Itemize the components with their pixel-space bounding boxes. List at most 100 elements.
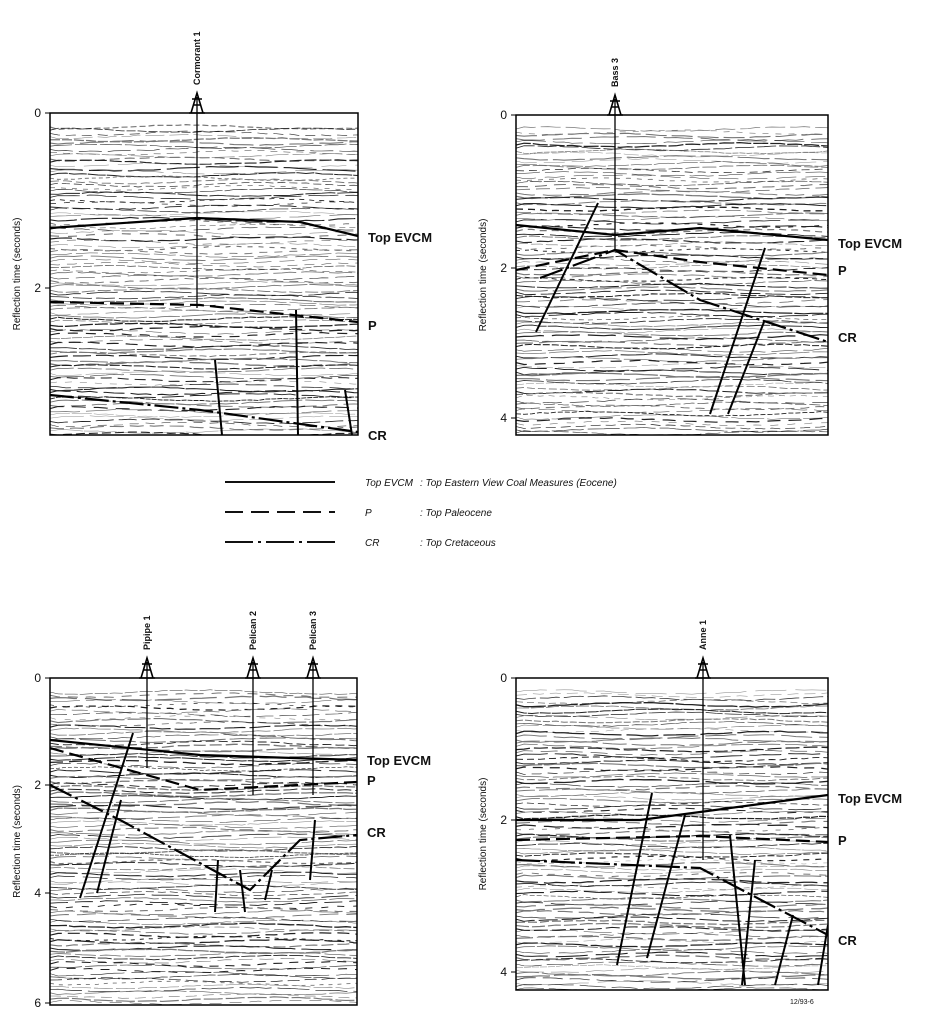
derrick-icon — [305, 655, 321, 679]
reflector — [50, 163, 358, 168]
section-frame — [515, 677, 829, 991]
reflector — [516, 954, 828, 961]
reflector — [50, 766, 357, 772]
reflector — [50, 820, 357, 826]
reflector — [516, 183, 828, 190]
reflector — [516, 887, 828, 893]
reflector — [50, 172, 358, 178]
reflector — [50, 929, 357, 935]
reflector — [516, 894, 828, 900]
reflector — [516, 910, 828, 916]
reflector — [516, 916, 828, 922]
reflector — [50, 296, 358, 303]
reflector — [516, 372, 828, 379]
well-name: Pelican 2 — [248, 611, 258, 650]
fault — [239, 869, 246, 913]
reflector — [516, 852, 828, 858]
reflector — [50, 848, 357, 856]
reflector — [516, 941, 828, 948]
reflector — [50, 338, 358, 345]
fault — [214, 359, 223, 435]
reflector — [516, 177, 828, 183]
reflector — [516, 231, 828, 238]
reflector — [50, 277, 358, 284]
legend-abbr: P — [365, 508, 372, 519]
reflector — [516, 740, 828, 747]
derrick-icon — [189, 90, 205, 114]
reflector — [516, 785, 828, 791]
reflector — [50, 989, 357, 995]
reflector — [50, 249, 358, 255]
reflector — [516, 350, 828, 356]
reflector — [516, 286, 828, 292]
reflector — [50, 810, 357, 817]
reflector — [516, 948, 828, 954]
reflector — [50, 373, 358, 379]
reflector — [516, 833, 828, 839]
axis-label: Reflection time (seconds) — [12, 785, 23, 898]
reflector — [50, 897, 357, 903]
reflector — [50, 804, 357, 810]
reflector — [50, 830, 357, 836]
legend-description: : Top Eastern View Coal Measures (Eocene… — [420, 478, 617, 489]
tick-label: 0 — [34, 671, 41, 685]
horizon — [50, 216, 358, 238]
reflector — [50, 906, 357, 913]
reflector — [50, 322, 358, 329]
reflector — [50, 149, 358, 156]
reflector — [50, 332, 358, 338]
reflector — [516, 967, 828, 973]
reflector — [516, 695, 828, 701]
horizon — [50, 746, 357, 792]
reflector — [516, 148, 828, 155]
axis-label: Reflection time (seconds) — [12, 218, 23, 331]
reflector — [50, 191, 358, 197]
reflector — [50, 730, 357, 737]
tick-label: 4 — [34, 886, 41, 900]
reflector — [50, 393, 358, 399]
reflector — [516, 241, 828, 247]
reflector — [516, 174, 828, 180]
reflector — [516, 257, 828, 263]
reflector — [516, 276, 828, 283]
reflector — [50, 977, 357, 983]
seismic-section — [516, 115, 828, 435]
derrick-icon — [695, 655, 711, 679]
reflector — [516, 801, 828, 807]
reflector — [50, 422, 358, 428]
reflector — [516, 139, 828, 145]
reflector — [516, 782, 828, 788]
reflector — [50, 919, 357, 925]
reflector — [516, 391, 828, 398]
fault — [309, 819, 316, 881]
reflector — [50, 185, 358, 191]
reflector — [516, 327, 828, 333]
reflector — [516, 973, 828, 980]
well-name: Pipipe 1 — [142, 615, 152, 650]
tick-label: 4 — [500, 411, 507, 425]
horizon — [50, 300, 358, 324]
reflector — [516, 187, 828, 193]
reflector — [50, 900, 357, 906]
reflector — [50, 178, 358, 185]
reflector — [516, 855, 828, 862]
reflector — [50, 692, 357, 699]
reflector — [516, 795, 828, 801]
horizon — [539, 248, 828, 344]
fault — [709, 247, 766, 415]
reflector — [516, 331, 828, 337]
reflector — [516, 769, 828, 775]
reflector — [50, 294, 358, 300]
seismic-section — [516, 678, 828, 990]
reflector — [516, 919, 828, 926]
reflector — [50, 971, 357, 977]
reflector — [516, 778, 828, 785]
reflector — [516, 289, 828, 296]
reflector — [516, 216, 828, 222]
reflector — [516, 689, 828, 695]
reflector — [50, 769, 357, 775]
reflector — [50, 143, 358, 149]
legend-description: : Top Paleocene — [420, 508, 492, 519]
reflector — [50, 367, 358, 373]
